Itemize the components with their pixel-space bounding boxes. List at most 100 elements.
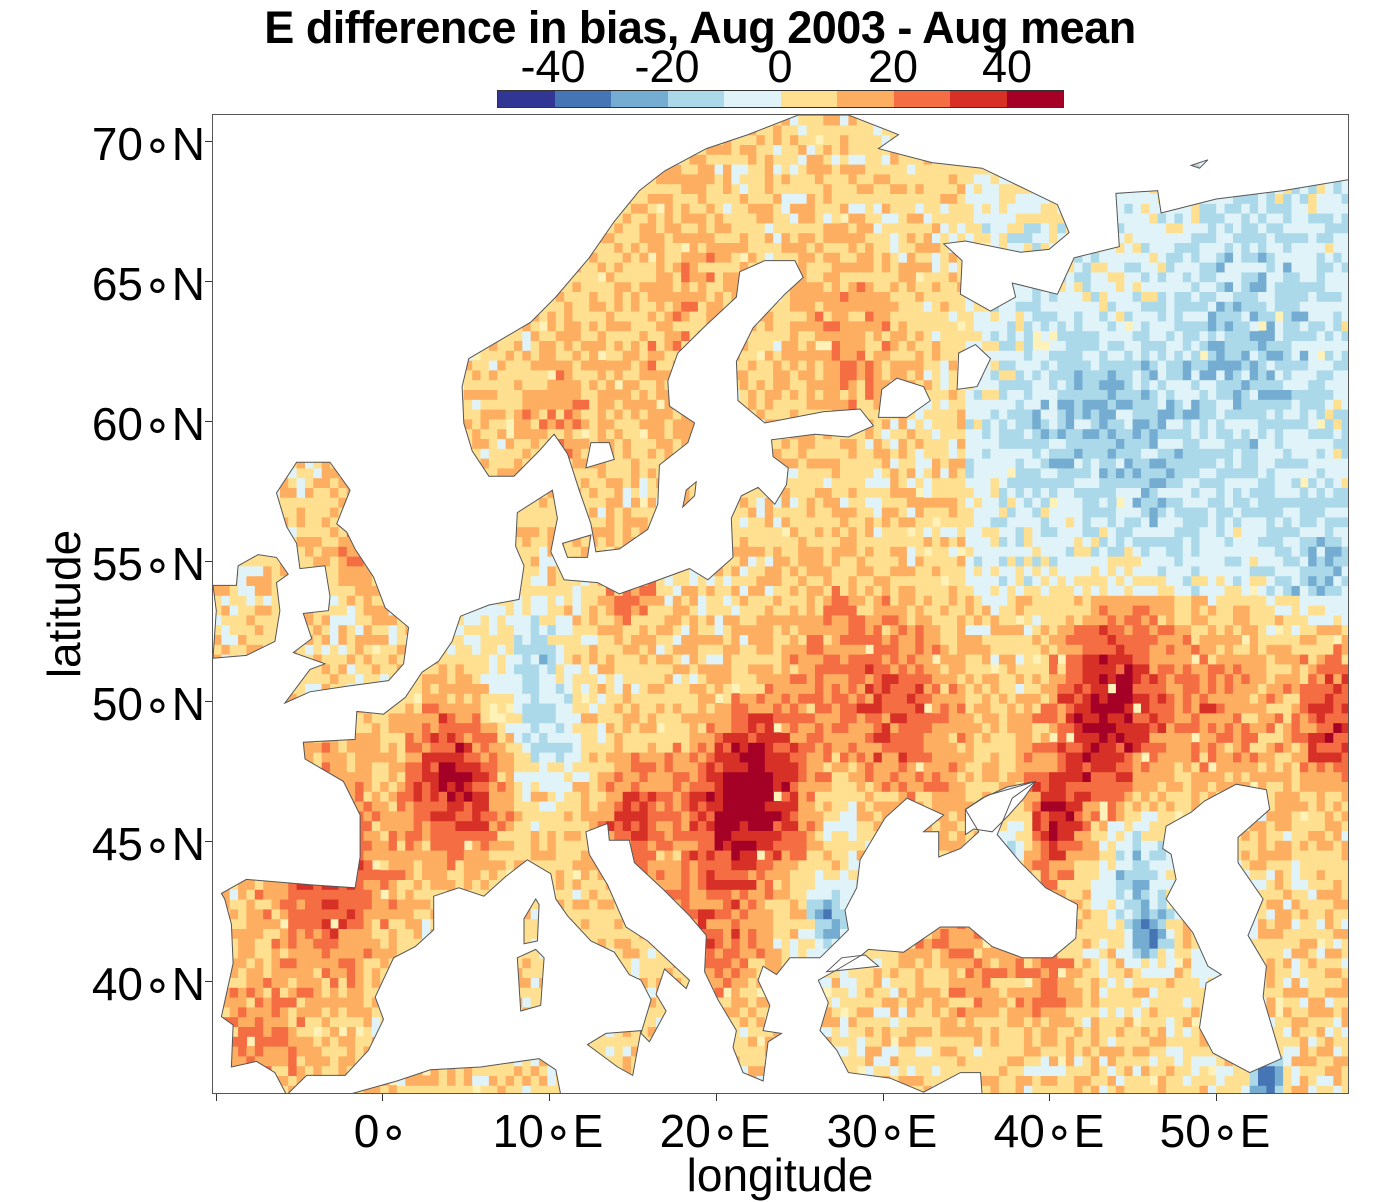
bias-cell [815, 1036, 824, 1046]
bias-cell [874, 1056, 883, 1066]
bias-cell [455, 1085, 464, 1094]
bias-cell [790, 821, 799, 831]
bias-cell [564, 821, 573, 831]
bias-cell [380, 919, 389, 929]
bias-cell [1083, 919, 1092, 929]
bias-cell [1317, 948, 1326, 958]
bias-cell [1016, 840, 1025, 850]
bias-cell [422, 1056, 431, 1066]
bias-cell [614, 1036, 623, 1046]
bias-cell [1016, 987, 1025, 997]
bias-cell [815, 909, 824, 919]
bias-cell [547, 997, 556, 1007]
bias-cell [740, 997, 749, 1007]
bias-cell [573, 772, 582, 782]
bias-cell [957, 821, 966, 831]
bias-cell [706, 870, 715, 880]
bias-cell [715, 1085, 724, 1094]
bias-cell [639, 762, 648, 772]
bias-cell [756, 791, 765, 801]
bias-cell [238, 968, 247, 978]
bias-cell [439, 742, 448, 752]
bias-cell [397, 830, 406, 840]
bias-cell [573, 801, 582, 811]
bias-cell [815, 879, 824, 889]
bias-cell [949, 968, 958, 978]
bias-cell [1041, 811, 1050, 821]
bias-cell [815, 958, 824, 968]
bias-cell [890, 928, 899, 938]
bias-cell [1007, 1075, 1016, 1085]
bias-cell [598, 801, 607, 811]
bias-cell [556, 1046, 565, 1056]
bias-cell [1317, 1066, 1326, 1076]
bias-cell [748, 1066, 757, 1076]
colorbar-segment [724, 91, 781, 107]
bias-cell [1342, 977, 1349, 987]
bias-cell [246, 801, 255, 811]
bias-cell [422, 889, 431, 899]
bias-cell [255, 801, 264, 811]
bias-cell [723, 997, 732, 1007]
bias-cell [447, 1075, 456, 1085]
bias-cell [1141, 811, 1150, 821]
bias-cell [665, 1026, 674, 1036]
bias-cell [1333, 987, 1342, 997]
bias-cell [255, 968, 264, 978]
bias-cell [773, 742, 782, 752]
bias-cell [1275, 919, 1284, 929]
bias-cell [756, 732, 765, 742]
bias-cell [1325, 977, 1334, 987]
bias-cell [1308, 742, 1317, 752]
bias-cell [347, 811, 356, 821]
bias-cell [899, 821, 908, 831]
bias-cell [472, 762, 481, 772]
bias-cell [614, 850, 623, 860]
bias-cell [974, 997, 983, 1007]
bias-cell [455, 1056, 464, 1066]
bias-cell [1057, 987, 1066, 997]
bias-cell [614, 1026, 623, 1036]
bias-cell [723, 1026, 732, 1036]
bias-cell [263, 1056, 272, 1066]
bias-cell [1266, 977, 1275, 987]
bias-cell [288, 909, 297, 919]
bias-cell [1091, 977, 1100, 987]
bias-cell [899, 958, 908, 968]
bias-cell [539, 752, 548, 762]
bias-cell [882, 928, 891, 938]
bias-cell [1049, 1046, 1058, 1056]
bias-cell [514, 1066, 523, 1076]
bias-cell [1116, 1085, 1125, 1094]
bias-cell [414, 742, 423, 752]
bias-cell [514, 919, 523, 929]
bias-cell [539, 889, 548, 899]
bias-cell [338, 958, 347, 968]
bias-cell [1258, 860, 1267, 870]
bias-cell [506, 997, 515, 1007]
bias-cell [715, 860, 724, 870]
bias-cell [255, 1036, 264, 1046]
bias-cell [414, 1075, 423, 1085]
bias-cell [1099, 1036, 1108, 1046]
bias-cell [589, 1007, 598, 1017]
bias-cell [1333, 997, 1342, 1007]
bias-cell [1124, 948, 1133, 958]
bias-cell [522, 791, 531, 801]
bias-cell [564, 958, 573, 968]
bias-cell [882, 1085, 891, 1094]
bias-cell [464, 1017, 473, 1027]
bias-cell [322, 1007, 331, 1017]
bias-cell [907, 968, 916, 978]
bias-cell [915, 840, 924, 850]
bias-cell [355, 1017, 364, 1027]
bias-cell [1074, 977, 1083, 987]
bias-cell [790, 870, 799, 880]
bias-cell [1317, 997, 1326, 1007]
bias-cell [614, 889, 623, 899]
bias-cell [690, 742, 699, 752]
bias-cell [1158, 781, 1167, 791]
bias-cell [1191, 977, 1200, 987]
bias-cell [639, 1075, 648, 1085]
bias-cell [1191, 948, 1200, 958]
